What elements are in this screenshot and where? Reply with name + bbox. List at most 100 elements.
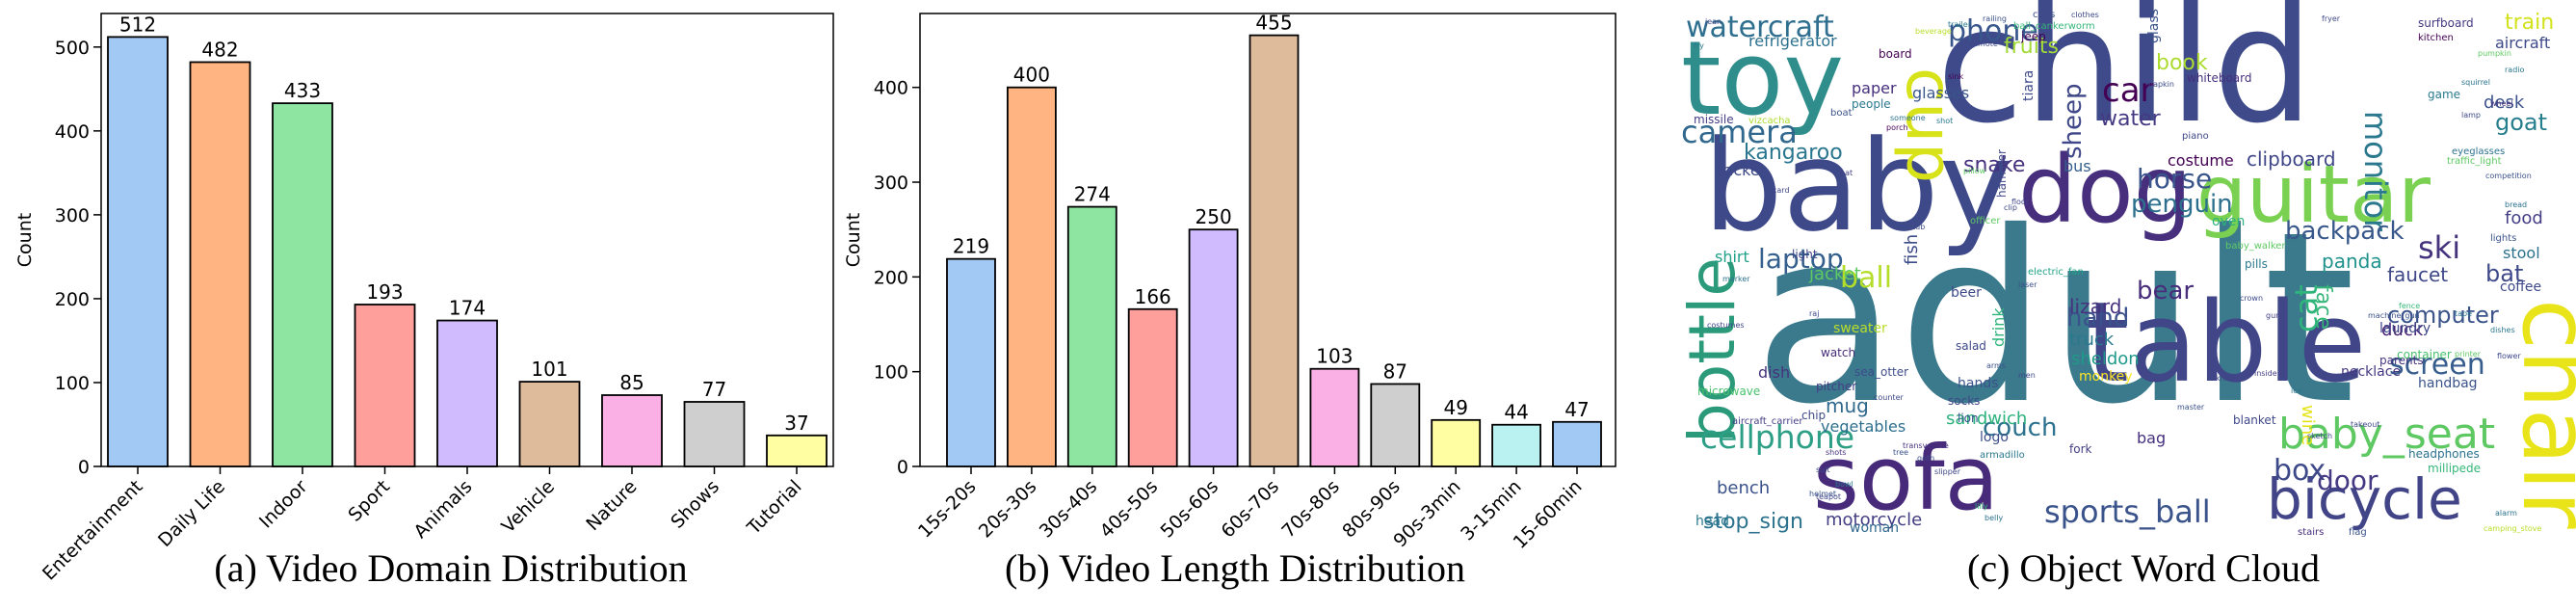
word-dog: dog xyxy=(2018,136,2193,244)
bar xyxy=(189,61,251,467)
word-laundry: laundry xyxy=(2379,321,2431,336)
word-door: door xyxy=(2317,465,2379,496)
word-bag: bag xyxy=(2137,429,2166,447)
word-logo: logo xyxy=(1980,430,2009,445)
word-motorcycle: motorcycle xyxy=(1826,510,1922,530)
word-stool: stool xyxy=(2503,244,2540,262)
bar xyxy=(1370,383,1421,467)
word-printer: printer xyxy=(2455,350,2482,359)
word-transvestite: transvestite xyxy=(1903,441,1949,450)
word-couch: couch xyxy=(1983,413,2057,442)
word-vizcacha: vizcacha xyxy=(1748,116,1791,126)
word-bicycle: bicycle xyxy=(2267,466,2462,532)
word-train: train xyxy=(2505,11,2554,35)
word-fish: fish xyxy=(1902,234,1922,265)
data-label: 77 xyxy=(702,378,726,401)
word-shots: shots xyxy=(1826,448,1846,457)
word-slipper: slipper xyxy=(1934,467,1961,476)
data-label: 47 xyxy=(1564,398,1589,421)
bar xyxy=(1007,86,1057,467)
word-jeep: jeep xyxy=(2020,30,2046,43)
word-goth: goth xyxy=(1917,454,1934,463)
word-fork: fork xyxy=(2069,442,2092,456)
word-sports-ball: sports_ball xyxy=(2044,493,2211,530)
word-fry: fry xyxy=(1694,41,1704,50)
word-kitchen: kitchen xyxy=(2418,33,2454,43)
word-book: book xyxy=(2156,51,2208,75)
word-chip: chip xyxy=(1801,409,1826,422)
word-radio: radio xyxy=(2505,66,2524,74)
word-hands: hands xyxy=(1958,376,1999,391)
word-napkin: napkin xyxy=(2148,80,2174,89)
data-label: 103 xyxy=(1316,345,1353,368)
x-tick-label: 90s-3min xyxy=(1389,476,1464,551)
bar xyxy=(683,401,746,467)
word-salad: salad xyxy=(1956,339,1986,353)
x-tick-label: Shows xyxy=(667,476,723,533)
word-refrigerator: refrigerator xyxy=(1748,32,1837,50)
word-bench: bench xyxy=(1717,478,1770,498)
data-label: 166 xyxy=(1135,285,1171,308)
y-tick-label: 0 xyxy=(78,457,90,478)
word-electric-fan: electric_fan xyxy=(2028,267,2084,278)
word-sandwich: sandwich xyxy=(1946,409,2027,429)
x-tick-label: Entertainment xyxy=(39,476,147,585)
word-costumes: costumes xyxy=(1707,321,1745,330)
word-sea-otter: sea_otter xyxy=(1854,365,1908,379)
word-beer: beer xyxy=(1951,285,1982,301)
x-tick-label: 30s-40s xyxy=(1036,476,1102,543)
word-flag: flag xyxy=(2349,527,2367,538)
word-card: card xyxy=(1773,186,1790,195)
data-label: 219 xyxy=(953,235,989,258)
word-car: car xyxy=(2102,71,2154,110)
word-hat: hat xyxy=(1840,169,1853,177)
data-label: 274 xyxy=(1074,183,1111,206)
word-sheldon: sheldon xyxy=(2071,349,2140,369)
x-tick-label: 70s-80s xyxy=(1277,476,1344,543)
word-fruits: fruits xyxy=(2004,35,2059,59)
word-duck: duck xyxy=(2381,320,2424,340)
word-millipede: millipede xyxy=(2428,462,2481,475)
word-kangaroo: kangaroo xyxy=(1744,141,1843,165)
word-jean: jean xyxy=(1704,17,1722,26)
y-tick-label: 400 xyxy=(874,78,908,99)
word-container: container xyxy=(2397,348,2452,361)
word-aircraft-carrier: aircraft_carrier xyxy=(1732,416,1803,427)
word-bat: bat xyxy=(2485,260,2523,287)
word-box: box xyxy=(2274,454,2326,488)
data-label: 101 xyxy=(531,358,567,381)
y-tick-label: 300 xyxy=(874,173,908,194)
word-cat: cat xyxy=(2288,284,2325,332)
word-bowl: bowl xyxy=(1835,480,1853,489)
word-people: people xyxy=(1852,97,1891,111)
word-ball-cankerworm: ball_cankerworm xyxy=(2013,21,2095,32)
bar xyxy=(354,304,416,467)
word-fence: fence xyxy=(2399,302,2420,310)
word-hand: hand xyxy=(2066,304,2129,332)
y-tick-label: 100 xyxy=(55,373,90,394)
x-tick-label: Indoor xyxy=(255,476,312,533)
data-label: 44 xyxy=(1504,401,1528,424)
word-table: table xyxy=(2086,279,2366,408)
y-tick-label: 0 xyxy=(897,457,908,478)
word-headphones: headphones xyxy=(2408,447,2480,461)
word-clip: clip xyxy=(2004,203,2017,212)
word-paper: paper xyxy=(1852,79,1897,97)
word-master: master xyxy=(2177,403,2205,412)
word-bear: bear xyxy=(2137,277,2194,306)
word-dishes: dishes xyxy=(2490,326,2515,334)
domain-bar-chart: 0 100 200 300 400 500 512 482 433 193 174 101 85 77 3… xyxy=(14,13,834,590)
y-tick-label: 200 xyxy=(874,267,908,288)
data-label: 512 xyxy=(119,13,156,36)
word-goat: goat xyxy=(2495,109,2547,136)
bar xyxy=(1309,367,1360,467)
word-bread: bread xyxy=(2505,200,2527,209)
word-guitar: guitar xyxy=(2196,149,2431,241)
word-shirt: shirt xyxy=(1715,248,1749,266)
word-vegetables: vegetables xyxy=(1821,417,1906,436)
bar xyxy=(1066,205,1117,467)
word-jacket: jacket xyxy=(1808,264,1861,284)
word-camping-stove: camping_stove xyxy=(2484,524,2541,533)
bar xyxy=(1188,228,1239,467)
